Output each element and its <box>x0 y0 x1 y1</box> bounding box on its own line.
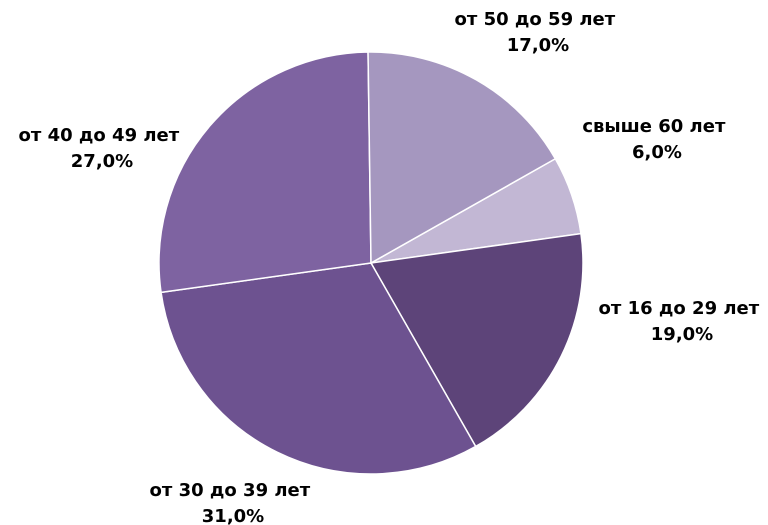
pie-slice-40-49 <box>158 51 372 294</box>
slice-label-40-49: от 40 до 49 лет 27,0% <box>19 125 186 172</box>
pie-slice-16-29 <box>369 232 584 448</box>
slice-label-50-59: от 50 до 59 лет 17,0% <box>455 9 622 56</box>
pie-slices <box>158 51 584 475</box>
pie-labels: свыше 60 лет 6,0% от 16 до 29 лет 19,0% … <box>19 9 766 525</box>
slice-label-over-60: свыше 60 лет 6,0% <box>582 116 731 163</box>
slice-label-16-29: от 16 до 29 лет 19,0% <box>599 298 766 345</box>
pie-slice-50-59 <box>367 51 557 265</box>
slice-label-30-39: от 30 до 39 лет 31,0% <box>150 480 317 525</box>
pie-slice-30-39 <box>160 262 477 475</box>
